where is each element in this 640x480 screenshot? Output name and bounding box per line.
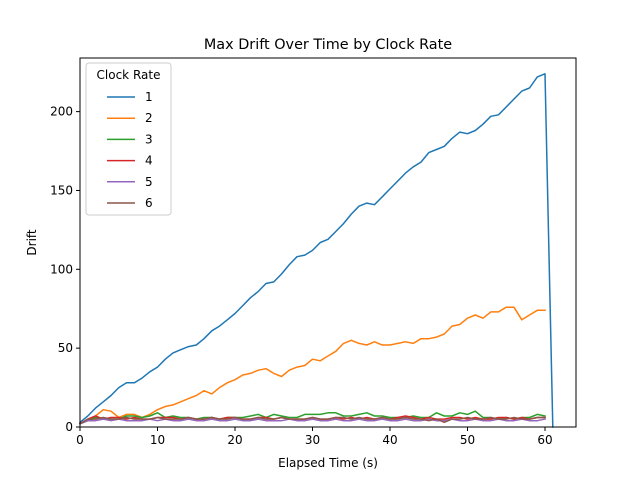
x-tick-label: 60 [537,433,552,447]
legend-title: Clock Rate [97,68,161,82]
plot-lines [78,73,554,428]
legend-label-1: 1 [145,90,153,104]
y-tick-label: 0 [65,420,73,434]
x-tick-label: 50 [460,433,475,447]
plot-frame [79,57,577,428]
series-line-1 [78,73,554,428]
y-axis-ticks: 0 50 100 150 200 [50,105,80,434]
legend-label-5: 5 [145,175,153,189]
x-tick-label: 20 [227,433,242,447]
chart-title: Max Drift Over Time by Clock Rate [204,37,452,53]
legend-label-3: 3 [145,132,153,146]
series-line-2 [79,306,546,425]
legend: Clock Rate 1 2 3 4 5 6 [85,62,172,216]
y-tick-label: 100 [50,262,73,276]
legend-label-4: 4 [145,154,153,168]
x-tick-label: 30 [305,433,320,447]
series-line-5 [79,418,546,425]
x-axis-ticks: 0 10 20 30 40 50 60 [76,427,553,447]
legend-entries: 1 2 3 4 5 6 [107,90,153,210]
x-tick-label: 10 [150,433,165,447]
y-tick-label: 50 [58,341,73,355]
x-tick-label: 40 [382,433,397,447]
legend-label-2: 2 [145,111,153,125]
y-tick-label: 150 [50,183,73,197]
y-tick-label: 200 [50,105,73,119]
x-tick-label: 0 [76,433,84,447]
series-line-6 [78,416,546,425]
x-axis-label: Elapsed Time (s) [278,456,378,470]
y-axis-label: Drift [25,229,39,256]
series-line-3 [79,410,546,425]
legend-label-6: 6 [145,196,153,210]
